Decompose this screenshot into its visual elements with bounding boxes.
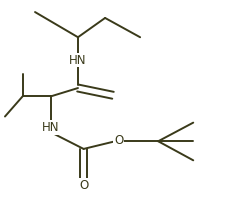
- Text: HN: HN: [69, 53, 86, 67]
- Text: HN: HN: [42, 121, 59, 134]
- Text: O: O: [79, 178, 88, 192]
- Text: O: O: [114, 134, 123, 147]
